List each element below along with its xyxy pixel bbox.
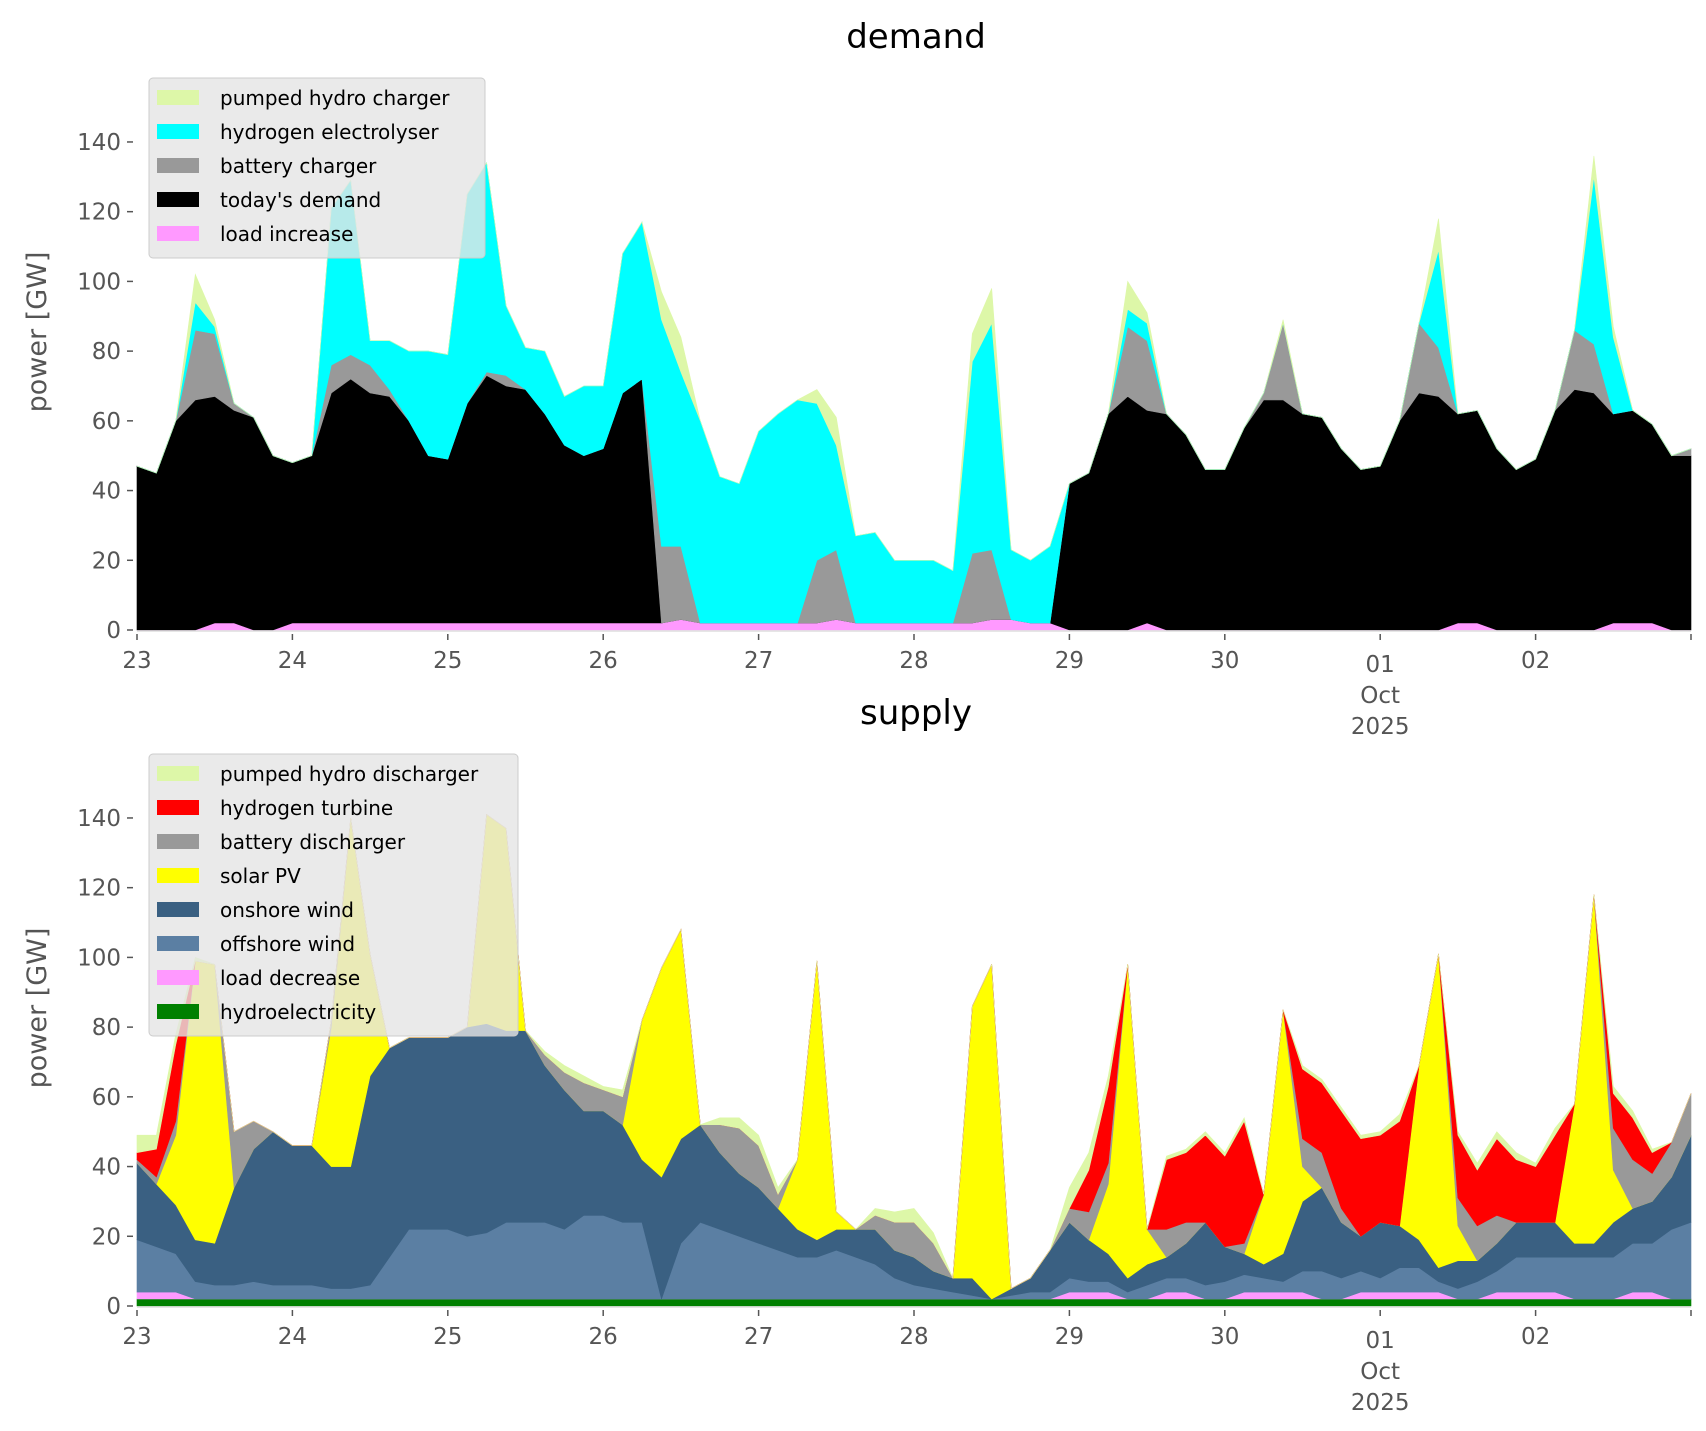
supply-y-label: power [GW] bbox=[22, 928, 53, 1089]
y-tick-label: 40 bbox=[92, 479, 121, 505]
demand-areas bbox=[136, 155, 1692, 631]
y-tick-label: 60 bbox=[92, 409, 121, 435]
y-tick-label: 80 bbox=[92, 339, 121, 365]
y-tick-label: 100 bbox=[77, 945, 121, 971]
legend-label-hydroelectricity: hydroelectricity bbox=[220, 1000, 376, 1024]
legend-swatch-solar-pv bbox=[157, 868, 199, 883]
demand-title: demand bbox=[846, 17, 986, 57]
legend-swatch-hydrogen-electrolyser bbox=[157, 124, 199, 139]
y-tick-label: 20 bbox=[92, 1224, 121, 1250]
legend-box bbox=[148, 77, 486, 259]
x-tick-label: 25 bbox=[433, 1324, 462, 1350]
x-tick-label: 25 bbox=[433, 648, 462, 674]
x-tick-label: 30 bbox=[1210, 648, 1239, 674]
x-tick-label: 27 bbox=[744, 1324, 773, 1350]
legend-label-offshore-wind: offshore wind bbox=[220, 932, 355, 956]
legend-swatch-battery-discharger bbox=[157, 834, 199, 849]
legend-swatch-hydroelectricity bbox=[157, 1004, 199, 1019]
demand-y-label: power [GW] bbox=[22, 252, 53, 413]
legend-swatch-today-s-demand bbox=[157, 192, 199, 207]
legend-swatch-hydrogen-turbine bbox=[157, 800, 199, 815]
x-tick-label: 02 bbox=[1521, 648, 1550, 674]
legend-label-battery-charger: battery charger bbox=[220, 154, 377, 178]
legend-swatch-onshore-wind bbox=[157, 902, 199, 917]
y-tick-label: 40 bbox=[92, 1155, 121, 1181]
area-hydroelectricity bbox=[136, 1298, 1692, 1307]
legend-swatch-pumped-hydro-charger bbox=[157, 90, 199, 105]
x-tick-label: 23 bbox=[122, 1324, 151, 1350]
supply-y-axis: 0 20 40 60 80 100 120 140 bbox=[77, 806, 133, 1320]
legend-swatch-load-decrease bbox=[157, 970, 199, 985]
y-tick-label: 120 bbox=[77, 200, 121, 226]
x-tick-label: 23 bbox=[122, 648, 151, 674]
legend-label-load-increase: load increase bbox=[220, 222, 353, 246]
demand-legend: pumped hydro charger hydrogen electrolyse… bbox=[148, 77, 486, 259]
legend-box bbox=[148, 753, 519, 1037]
x-tick-label: 30 bbox=[1210, 1324, 1239, 1350]
x-tick-label: 02 bbox=[1521, 1324, 1550, 1350]
demand-y-axis: 0 20 40 60 80 100 120 140 bbox=[77, 130, 133, 644]
y-tick-label: 140 bbox=[77, 130, 121, 156]
legend-swatch-load-increase bbox=[157, 226, 199, 241]
x-tick-label: 24 bbox=[278, 648, 307, 674]
legend-swatch-battery-charger bbox=[157, 158, 199, 173]
x-tick-label: 01 bbox=[1366, 652, 1395, 678]
y-tick-label: 120 bbox=[77, 876, 121, 902]
legend-label-battery-discharger: battery discharger bbox=[220, 830, 406, 854]
supply-legend: pumped hydro discharger hydrogen turbine b… bbox=[148, 753, 519, 1037]
x-tick-label: 01 bbox=[1366, 1328, 1395, 1354]
x-tick-sublabel: 2025 bbox=[1351, 1390, 1410, 1416]
legend-label-hydrogen-turbine: hydrogen turbine bbox=[220, 796, 393, 820]
legend-label-today-s-demand: today's demand bbox=[220, 188, 381, 212]
x-tick-label: 29 bbox=[1055, 1324, 1084, 1350]
y-tick-label: 60 bbox=[92, 1085, 121, 1111]
x-tick-label: 27 bbox=[744, 648, 773, 674]
y-tick-label: 100 bbox=[77, 269, 121, 295]
y-tick-label: 0 bbox=[106, 1294, 121, 1320]
demand-x-axis: 23 24 25 26 27 28 29 30 01 Oct 2025 02 bbox=[122, 630, 1692, 740]
x-tick-label: 26 bbox=[589, 1324, 618, 1350]
legend-label-hydrogen-electrolyser: hydrogen electrolyser bbox=[220, 120, 439, 144]
x-tick-sublabel: 2025 bbox=[1351, 714, 1410, 740]
area-pumped-hydro-discharger bbox=[136, 813, 1692, 1290]
x-tick-sublabel: Oct bbox=[1360, 1359, 1400, 1385]
legend-swatch-pumped-hydro-discharger bbox=[157, 766, 199, 781]
legend-label-load-decrease: load decrease bbox=[220, 966, 360, 990]
legend-label-solar-pv: solar PV bbox=[220, 864, 301, 888]
x-tick-label: 28 bbox=[899, 648, 928, 674]
x-tick-label: 26 bbox=[589, 648, 618, 674]
y-tick-label: 0 bbox=[106, 618, 121, 644]
y-tick-label: 80 bbox=[92, 1015, 121, 1041]
supply-title: supply bbox=[860, 693, 972, 733]
x-tick-sublabel: Oct bbox=[1360, 683, 1400, 709]
supply-areas bbox=[136, 813, 1692, 1307]
legend-swatch-offshore-wind bbox=[157, 936, 199, 951]
x-tick-label: 24 bbox=[278, 1324, 307, 1350]
area-pumped-hydro-charger bbox=[136, 155, 1692, 572]
supply-x-axis: 23 24 25 26 27 28 29 30 01 Oct 2025 02 bbox=[122, 1306, 1692, 1416]
x-tick-label: 28 bbox=[899, 1324, 928, 1350]
legend-label-pumped-hydro-charger: pumped hydro charger bbox=[220, 86, 450, 110]
y-tick-label: 20 bbox=[92, 548, 121, 574]
legend-label-onshore-wind: onshore wind bbox=[220, 898, 354, 922]
y-tick-label: 140 bbox=[77, 806, 121, 832]
legend-label-pumped-hydro-discharger: pumped hydro discharger bbox=[220, 762, 479, 786]
x-tick-label: 29 bbox=[1055, 648, 1084, 674]
